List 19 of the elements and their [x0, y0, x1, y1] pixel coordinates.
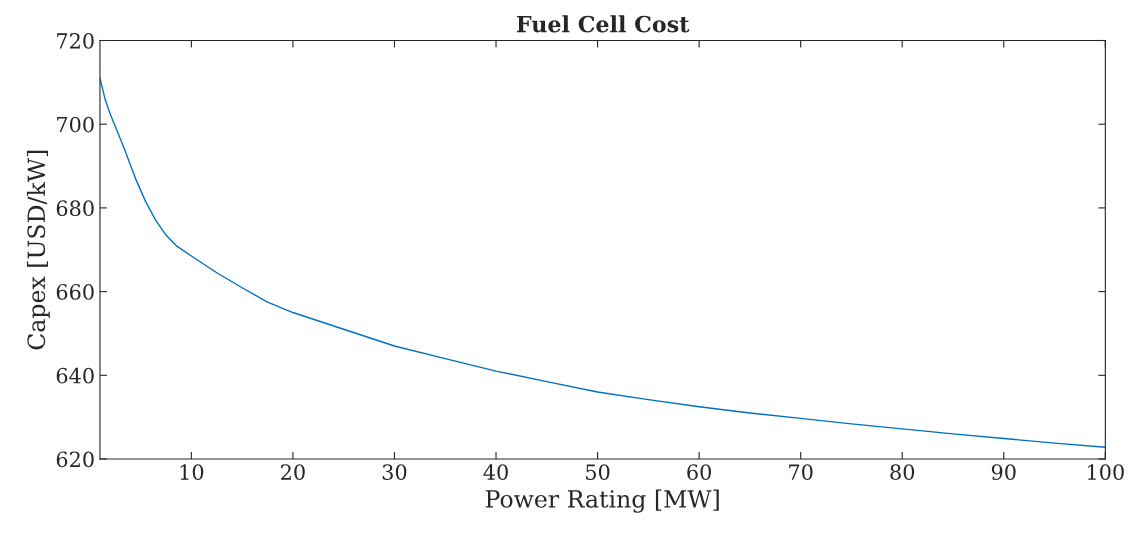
chart-title: Fuel Cell Cost	[516, 15, 690, 33]
x-tick-label: 50	[586, 464, 610, 480]
x-tick-label: 10	[180, 464, 204, 480]
y-tick-label: 680	[56, 200, 94, 217]
x-axis-title: Power Rating [MW]	[485, 489, 719, 513]
y-tick-label: 640	[56, 367, 94, 384]
x-tick-label: 100	[1087, 464, 1124, 480]
x-tick-label: 30	[382, 464, 407, 480]
x-tick-label: 70	[789, 464, 813, 480]
y-tick-label: 660	[56, 284, 94, 300]
x-tick-label: 80	[890, 464, 915, 480]
y-tick-label: 720	[57, 32, 94, 49]
x-tick-label: 60	[687, 464, 711, 480]
x-tick-label: 20	[281, 464, 305, 480]
y-axis-title: Capex [USD/kW]	[26, 150, 50, 350]
x-tick-label: 40	[483, 464, 508, 480]
y-tick-label: 620	[56, 451, 94, 468]
y-tick-label: 700	[57, 116, 94, 133]
x-tick-label: 90	[991, 464, 1016, 480]
